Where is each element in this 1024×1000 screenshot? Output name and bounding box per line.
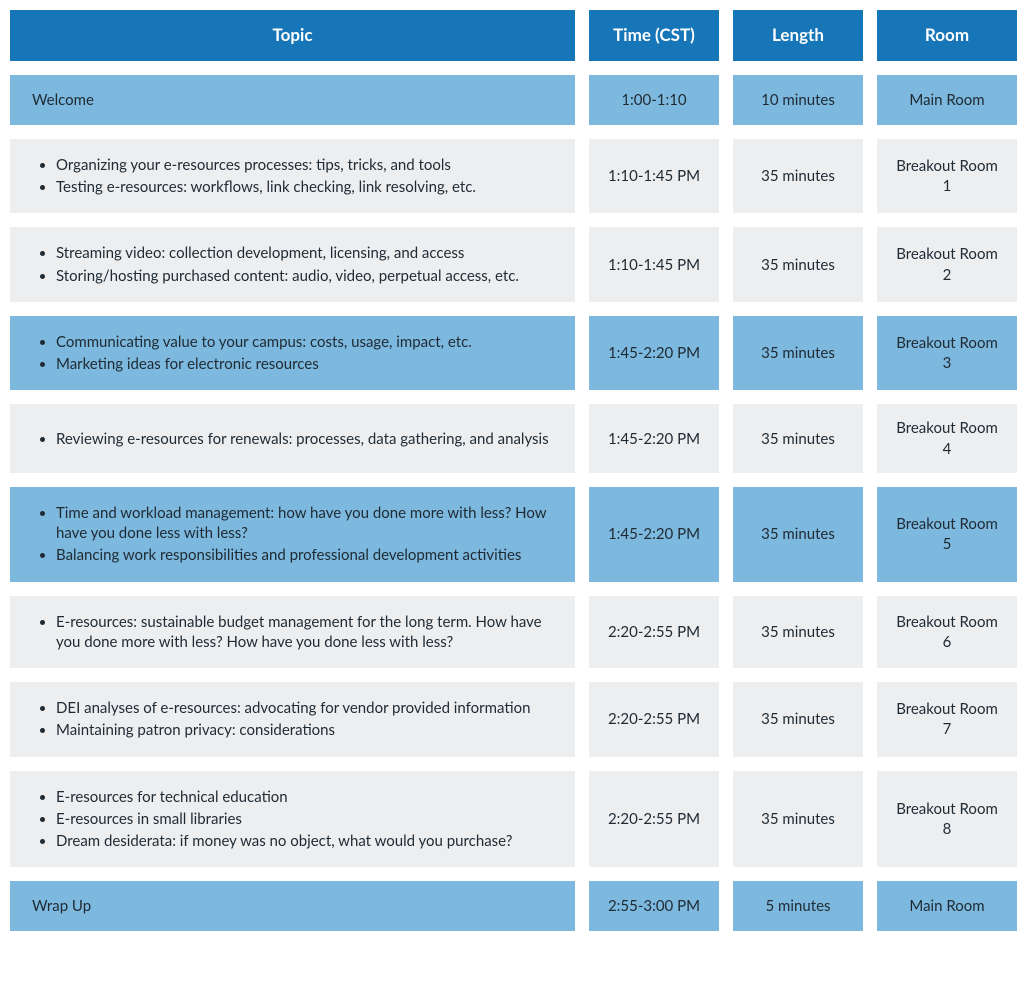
topic-list: Communicating value to your campus: cost… — [28, 330, 472, 377]
topic-cell: DEI analyses of e-resources: advocating … — [10, 682, 575, 757]
topic-cell: Organizing your e-resources processes: t… — [10, 139, 575, 214]
topic-item: Balancing work responsibilities and prof… — [56, 545, 557, 565]
topic-list: E-resources: sustainable budget manageme… — [28, 610, 557, 655]
room-cell: Breakout Room 3 — [877, 316, 1017, 391]
time-cell: 1:45-2:20 PM — [589, 404, 719, 473]
table-row: Communicating value to your campus: cost… — [10, 316, 1014, 391]
topic-item: E-resources: sustainable budget manageme… — [56, 612, 557, 653]
room-cell: Breakout Room 5 — [877, 487, 1017, 582]
room-cell: Main Room — [877, 881, 1017, 931]
topic-item: Reviewing e-resources for renewals: proc… — [56, 429, 549, 449]
topic-cell: Streaming video: collection development,… — [10, 227, 575, 302]
topic-item: Organizing your e-resources processes: t… — [56, 155, 476, 175]
room-cell: Breakout Room 1 — [877, 139, 1017, 214]
topic-cell: E-resources: sustainable budget manageme… — [10, 596, 575, 669]
topic-item: Marketing ideas for electronic resources — [56, 354, 472, 374]
header-room: Room — [877, 10, 1017, 61]
time-cell: 2:20-2:55 PM — [589, 682, 719, 757]
length-cell: 35 minutes — [733, 596, 863, 669]
length-cell: 35 minutes — [733, 487, 863, 582]
table-header-row: Topic Time (CST) Length Room — [10, 10, 1014, 61]
length-cell: 10 minutes — [733, 75, 863, 125]
header-time: Time (CST) — [589, 10, 719, 61]
topic-text: Welcome — [32, 90, 94, 110]
room-cell: Breakout Room 7 — [877, 682, 1017, 757]
length-cell: 35 minutes — [733, 227, 863, 302]
room-cell: Breakout Room 6 — [877, 596, 1017, 669]
time-cell: 1:45-2:20 PM — [589, 316, 719, 391]
length-cell: 35 minutes — [733, 404, 863, 473]
topic-item: DEI analyses of e-resources: advocating … — [56, 698, 530, 718]
topic-text: Wrap Up — [32, 896, 91, 916]
header-length: Length — [733, 10, 863, 61]
length-cell: 35 minutes — [733, 682, 863, 757]
length-cell: 35 minutes — [733, 316, 863, 391]
table-row: Organizing your e-resources processes: t… — [10, 139, 1014, 214]
topic-cell: Communicating value to your campus: cost… — [10, 316, 575, 391]
table-row: Streaming video: collection development,… — [10, 227, 1014, 302]
topic-list: Streaming video: collection development,… — [28, 241, 519, 288]
topic-item: Maintaining patron privacy: consideratio… — [56, 720, 530, 740]
topic-item: Dream desiderata: if money was no object… — [56, 831, 512, 851]
time-cell: 2:20-2:55 PM — [589, 771, 719, 868]
room-cell: Breakout Room 8 — [877, 771, 1017, 868]
table-row: Wrap Up 2:55-3:00 PM 5 minutes Main Room — [10, 881, 1014, 931]
topic-item: Streaming video: collection development,… — [56, 243, 519, 263]
length-cell: 35 minutes — [733, 771, 863, 868]
table-row: E-resources: sustainable budget manageme… — [10, 596, 1014, 669]
schedule-table: Topic Time (CST) Length Room Welcome 1:00… — [10, 10, 1014, 931]
topic-cell: Reviewing e-resources for renewals: proc… — [10, 404, 575, 473]
topic-item: Testing e-resources: workflows, link che… — [56, 177, 476, 197]
room-cell: Main Room — [877, 75, 1017, 125]
topic-cell: Time and workload management: how have y… — [10, 487, 575, 582]
table-row: Welcome 1:00-1:10 10 minutes Main Room — [10, 75, 1014, 125]
time-cell: 1:45-2:20 PM — [589, 487, 719, 582]
room-cell: Breakout Room 2 — [877, 227, 1017, 302]
topic-item: Time and workload management: how have y… — [56, 503, 557, 544]
time-cell: 2:55-3:00 PM — [589, 881, 719, 931]
topic-list: Organizing your e-resources processes: t… — [28, 153, 476, 200]
topic-cell: E-resources for technical educationE-res… — [10, 771, 575, 868]
topic-list: DEI analyses of e-resources: advocating … — [28, 696, 530, 743]
topic-item: E-resources in small libraries — [56, 809, 512, 829]
header-topic: Topic — [10, 10, 575, 61]
time-cell: 1:00-1:10 — [589, 75, 719, 125]
table-row: Time and workload management: how have y… — [10, 487, 1014, 582]
topic-list: Time and workload management: how have y… — [28, 501, 557, 568]
length-cell: 35 minutes — [733, 139, 863, 214]
time-cell: 1:10-1:45 PM — [589, 227, 719, 302]
topic-item: E-resources for technical education — [56, 787, 512, 807]
topic-list: E-resources for technical educationE-res… — [28, 785, 512, 854]
room-cell: Breakout Room 4 — [877, 404, 1017, 473]
topic-item: Communicating value to your campus: cost… — [56, 332, 472, 352]
length-cell: 5 minutes — [733, 881, 863, 931]
time-cell: 1:10-1:45 PM — [589, 139, 719, 214]
table-row: DEI analyses of e-resources: advocating … — [10, 682, 1014, 757]
topic-item: Storing/hosting purchased content: audio… — [56, 266, 519, 286]
time-cell: 2:20-2:55 PM — [589, 596, 719, 669]
topic-cell: Welcome — [10, 75, 575, 125]
topic-cell: Wrap Up — [10, 881, 575, 931]
table-row: Reviewing e-resources for renewals: proc… — [10, 404, 1014, 473]
topic-list: Reviewing e-resources for renewals: proc… — [28, 427, 549, 451]
table-row: E-resources for technical educationE-res… — [10, 771, 1014, 868]
